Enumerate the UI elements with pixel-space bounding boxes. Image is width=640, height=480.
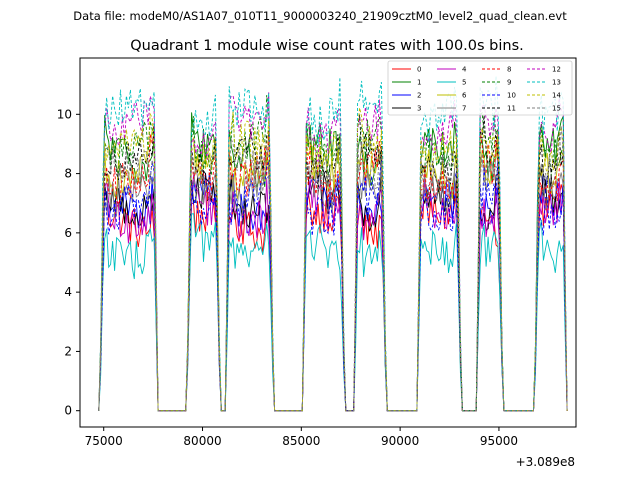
legend-label-0: 0	[417, 66, 421, 74]
legend-box	[387, 60, 573, 116]
x-tick-label: 95000	[480, 434, 518, 448]
legend-label-11: 11	[507, 105, 516, 113]
legend-label-5: 5	[462, 79, 466, 87]
legend-label-4: 4	[462, 66, 467, 74]
legend-label-12: 12	[552, 66, 561, 74]
x-axis: 75000 80000 85000 90000 95000	[85, 427, 518, 448]
x-tick-label: 90000	[381, 434, 419, 448]
legend-label-10: 10	[507, 92, 516, 100]
legend-label-8: 8	[507, 66, 511, 74]
series-line-5	[98, 213, 568, 412]
series-line-12	[98, 92, 568, 412]
series-line-6	[98, 125, 568, 412]
y-tick-label: 0	[64, 404, 72, 418]
legend-label-13: 13	[552, 79, 561, 87]
legend-label-1: 1	[417, 79, 421, 87]
series-layer	[98, 75, 568, 412]
y-tick-label: 6	[64, 226, 72, 240]
y-tick-label: 2	[64, 344, 72, 358]
series-line-14	[98, 107, 568, 412]
x-tick-label: 75000	[85, 434, 123, 448]
legend-label-6: 6	[462, 92, 467, 100]
y-tick-label: 10	[57, 107, 72, 121]
legend-label-2: 2	[417, 92, 421, 100]
figure-suptitle: Data file: modeM0/AS1A07_010T11_90000032…	[73, 9, 567, 23]
legend-label-15: 15	[552, 105, 561, 113]
x-offset-label: +3.089e8	[516, 455, 575, 469]
legend-label-7: 7	[462, 105, 466, 113]
x-tick-label: 80000	[183, 434, 221, 448]
series-line-15	[98, 125, 568, 412]
legend-label-3: 3	[417, 105, 421, 113]
series-line-4	[98, 174, 568, 412]
y-tick-label: 4	[64, 285, 72, 299]
chart-title: Quadrant 1 module wise count rates with …	[130, 38, 524, 54]
legend-label-9: 9	[507, 79, 511, 87]
legend-label-14: 14	[552, 92, 561, 100]
plot-frame	[79, 57, 577, 428]
y-axis: 0 2 4 6 8 10	[57, 107, 80, 418]
x-tick-label: 85000	[282, 434, 320, 448]
series-line-0	[98, 177, 568, 412]
series-line-8	[98, 131, 568, 412]
y-tick-label: 8	[64, 167, 72, 181]
